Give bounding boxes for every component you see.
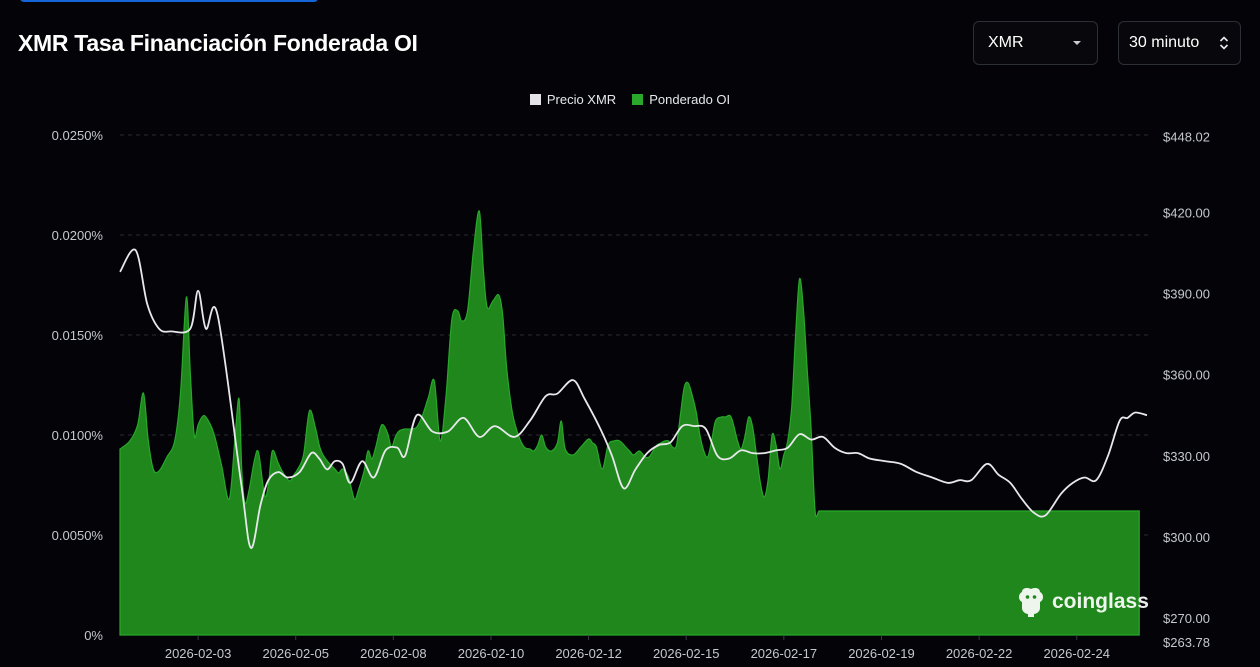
x-tick-label: 2026-02-17 <box>751 646 818 661</box>
y-right-tick-label: $330.00 <box>1163 449 1210 464</box>
x-tick-label: 2026-02-08 <box>360 646 427 661</box>
legend-label-funding: Ponderado OI <box>649 92 731 107</box>
interval-select-value: 30 minuto <box>1129 34 1200 51</box>
y-left-tick-label: 0% <box>84 628 103 643</box>
y-left-tick-label: 0.0150% <box>52 328 104 343</box>
funding-area <box>119 210 1140 636</box>
coinglass-watermark: coinglass <box>1016 586 1149 618</box>
price-line <box>119 248 1148 549</box>
legend-swatch-price <box>529 94 541 105</box>
chart-legend: Precio XMR Ponderado OI <box>0 92 1260 107</box>
x-tick-label: 2026-02-10 <box>458 646 525 661</box>
watermark-text: coinglass <box>1052 590 1149 613</box>
legend-item-price[interactable]: Precio XMR <box>529 92 617 107</box>
x-tick-label: 2026-02-05 <box>262 646 329 661</box>
interval-select[interactable]: 30 minuto <box>1118 21 1241 65</box>
y-left-tick-label: 0.0200% <box>52 228 104 243</box>
y-left-tick-label: 0.0250% <box>52 128 104 143</box>
x-tick-label: 2026-02-24 <box>1043 646 1110 661</box>
x-tick-label: 2026-02-03 <box>165 646 232 661</box>
y-right-tick-label: $448.02 <box>1163 130 1210 145</box>
y-left-tick-label: 0.0050% <box>52 528 104 543</box>
caret-down-icon <box>1073 41 1081 45</box>
y-axis-right: $263.78 $270.00 $300.00 $330.00 $360.00 $390.… <box>1163 130 1210 650</box>
x-tick-label: 2026-02-12 <box>555 646 622 661</box>
symbol-select-value: XMR <box>988 34 1024 51</box>
coinglass-logo-icon <box>1019 588 1043 617</box>
y-right-tick-label: $390.00 <box>1163 286 1210 301</box>
page-title: XMR Tasa Financiación Fonderada OI <box>18 30 418 56</box>
price-line-series <box>119 248 1148 549</box>
x-tick-label: 2026-02-15 <box>653 646 720 661</box>
chevron-up-down-icon <box>1219 36 1229 50</box>
y-right-tick-label: $300.00 <box>1163 530 1210 545</box>
legend-label-price: Precio XMR <box>546 92 617 107</box>
y-right-tick-label: $420.00 <box>1163 205 1210 220</box>
x-tick-label: 2026-02-22 <box>946 646 1013 661</box>
legend-swatch-funding <box>632 94 644 105</box>
x-tick-label: 2026-02-19 <box>848 646 915 661</box>
legend-item-funding[interactable]: Ponderado OI <box>632 92 730 107</box>
y-right-tick-label: $360.00 <box>1163 368 1210 383</box>
y-axis-left: 0% 0.0050% 0.0100% 0.0150% 0.0200% 0.0250% <box>52 128 104 643</box>
y-right-tick-label: $263.78 <box>1163 635 1210 650</box>
top-accent-bar <box>20 0 318 2</box>
y-left-tick-label: 0.0100% <box>52 428 104 443</box>
symbol-select[interactable]: XMR <box>973 21 1098 65</box>
y-right-tick-label: $270.00 <box>1163 611 1210 626</box>
funding-area-series <box>119 210 1140 636</box>
x-axis: 2026-02-03 2026-02-05 2026-02-08 2026-02-10… <box>165 635 1110 661</box>
